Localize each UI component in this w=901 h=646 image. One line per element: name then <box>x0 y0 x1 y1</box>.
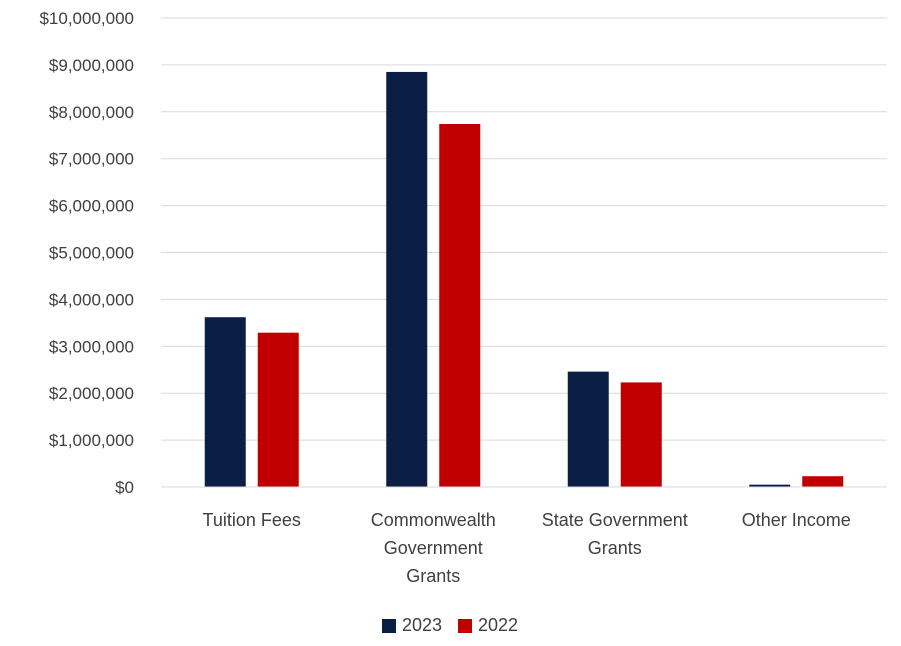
bar-2022-0 <box>257 332 299 487</box>
y-tick-label: $1,000,000 <box>49 431 134 450</box>
bars <box>204 71 844 487</box>
bar-2023-3 <box>749 484 791 487</box>
legend-label: 2022 <box>478 615 518 635</box>
y-tick-label: $8,000,000 <box>49 103 134 122</box>
y-tick-label: $9,000,000 <box>49 56 134 75</box>
category-labels: Tuition Fees Commonwealth Government Grants… <box>203 510 851 586</box>
category-label-line: Grants <box>588 538 642 558</box>
category-label: Commonwealth Government Grants <box>371 510 496 586</box>
legend: 2023 2022 <box>382 615 518 635</box>
y-tick-label: $0 <box>115 478 134 497</box>
category-label-line: State Government <box>542 510 688 530</box>
bar-2022-2 <box>620 382 662 487</box>
y-tick-label: $6,000,000 <box>49 197 134 216</box>
bar-2023-0 <box>204 317 246 487</box>
category-label-line: Other Income <box>742 510 851 530</box>
bar-2023-1 <box>386 71 428 487</box>
y-tick-label: $5,000,000 <box>49 244 134 263</box>
category-label-line: Commonwealth <box>371 510 496 530</box>
bar-2022-1 <box>439 123 481 487</box>
category-label: Other Income <box>742 510 851 530</box>
bar-2022-3 <box>802 476 844 487</box>
legend-swatch-2023 <box>382 619 396 633</box>
y-tick-label: $4,000,000 <box>49 290 134 309</box>
y-tick-label: $7,000,000 <box>49 150 134 169</box>
bar-2023-2 <box>567 371 609 487</box>
y-axis-tick-labels: $0 $1,000,000 $2,000,000 $3,000,000 $4,000,0… <box>39 9 134 497</box>
category-label-line: Grants <box>406 566 460 586</box>
category-label: Tuition Fees <box>203 510 301 530</box>
category-label: State Government Grants <box>542 510 688 558</box>
category-label-line: Tuition Fees <box>203 510 301 530</box>
y-tick-label: $2,000,000 <box>49 384 134 403</box>
y-tick-label: $10,000,000 <box>39 9 134 28</box>
legend-label: 2023 <box>402 615 442 635</box>
category-label-line: Government <box>384 538 483 558</box>
legend-swatch-2022 <box>458 619 472 633</box>
y-tick-label: $3,000,000 <box>49 337 134 356</box>
